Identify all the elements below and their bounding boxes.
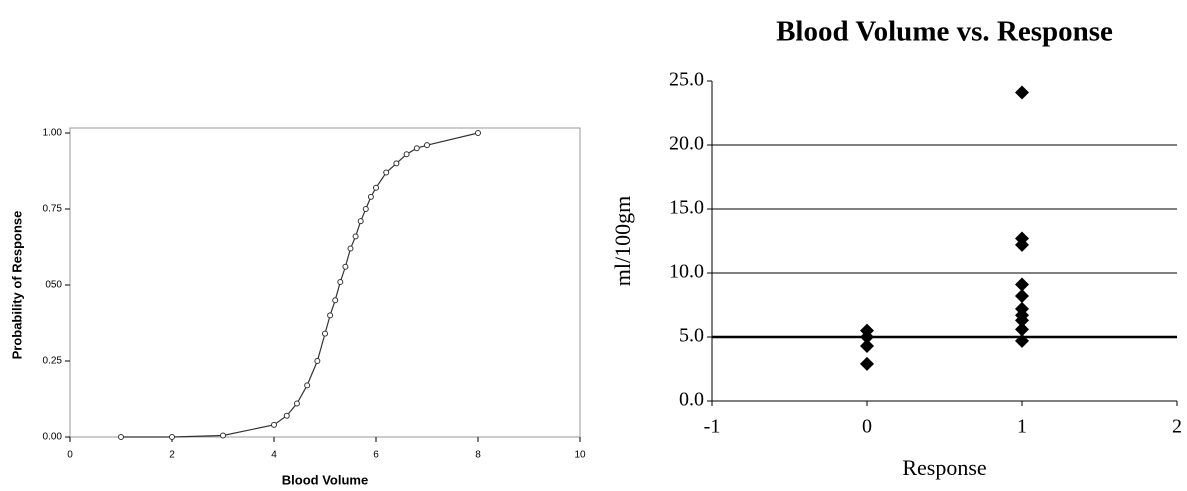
y-tick-label: 1.00 bbox=[43, 128, 63, 139]
y-tick-label: 0.00 bbox=[43, 432, 63, 443]
plot-frame bbox=[69, 127, 581, 438]
y-tick-label: 0.25 bbox=[43, 356, 63, 367]
y-tick-label: 0.0 bbox=[679, 389, 704, 411]
y-tick-label: 15.0 bbox=[669, 197, 704, 219]
x-tick-label: 2 bbox=[169, 450, 175, 461]
data-point bbox=[169, 434, 175, 440]
x-tick-label: 0 bbox=[862, 416, 872, 438]
chart-title: Blood Volume vs. Response bbox=[776, 16, 1113, 48]
y-tick-label: 5.0 bbox=[679, 325, 704, 347]
data-point bbox=[327, 312, 334, 319]
y-tick-label: 10.0 bbox=[669, 261, 704, 283]
data-point bbox=[1015, 289, 1029, 304]
data-point bbox=[367, 193, 374, 200]
y-tick-label: 050 bbox=[45, 280, 62, 291]
data-point bbox=[314, 358, 321, 364]
data-point bbox=[322, 330, 328, 337]
x-tick-label: 0 bbox=[67, 450, 73, 461]
data-point bbox=[1015, 322, 1029, 337]
data-point bbox=[1015, 313, 1029, 328]
data-point bbox=[1015, 85, 1029, 100]
x-tick-label: 1 bbox=[1017, 416, 1027, 438]
x-axis-label: Blood Volume bbox=[282, 472, 368, 487]
data-point bbox=[475, 130, 481, 136]
data-point bbox=[362, 206, 369, 212]
data-point bbox=[413, 145, 420, 152]
data-point bbox=[283, 412, 290, 419]
data-line bbox=[121, 132, 479, 438]
data-point bbox=[403, 151, 410, 158]
data-point bbox=[1015, 237, 1029, 252]
data-point bbox=[337, 278, 344, 285]
x-tick-label: 8 bbox=[475, 450, 481, 461]
data-point bbox=[220, 432, 226, 439]
x-tick-label: 4 bbox=[271, 450, 277, 461]
data-point bbox=[342, 263, 349, 270]
data-point bbox=[373, 184, 379, 191]
x-tick-label: 10 bbox=[574, 450, 586, 461]
data-point bbox=[332, 297, 339, 304]
x-tick-label: -1 bbox=[704, 416, 721, 438]
data-point bbox=[860, 356, 874, 371]
data-point bbox=[357, 218, 364, 225]
x-tick-label: 6 bbox=[373, 450, 379, 461]
data-point bbox=[860, 338, 874, 353]
y-axis-label: ml/100gm bbox=[610, 196, 635, 286]
data-point bbox=[1015, 333, 1029, 348]
data-point bbox=[1015, 277, 1029, 292]
data-point bbox=[347, 245, 354, 252]
data-point bbox=[271, 421, 277, 428]
data-point bbox=[118, 434, 124, 440]
data-point bbox=[860, 330, 874, 344]
y-tick-label: 25.0 bbox=[669, 69, 704, 91]
data-point bbox=[393, 160, 400, 167]
y-tick-label: 0.75 bbox=[43, 204, 63, 215]
data-point bbox=[304, 382, 311, 389]
data-point bbox=[293, 400, 300, 407]
data-point bbox=[424, 142, 430, 149]
data-point bbox=[383, 169, 390, 176]
y-tick-label: 20.0 bbox=[669, 133, 704, 155]
x-axis-label: Response bbox=[902, 455, 986, 480]
data-point bbox=[352, 233, 359, 240]
x-tick-label: 2 bbox=[1172, 416, 1182, 438]
y-axis-label: Probability of Response bbox=[9, 211, 24, 360]
